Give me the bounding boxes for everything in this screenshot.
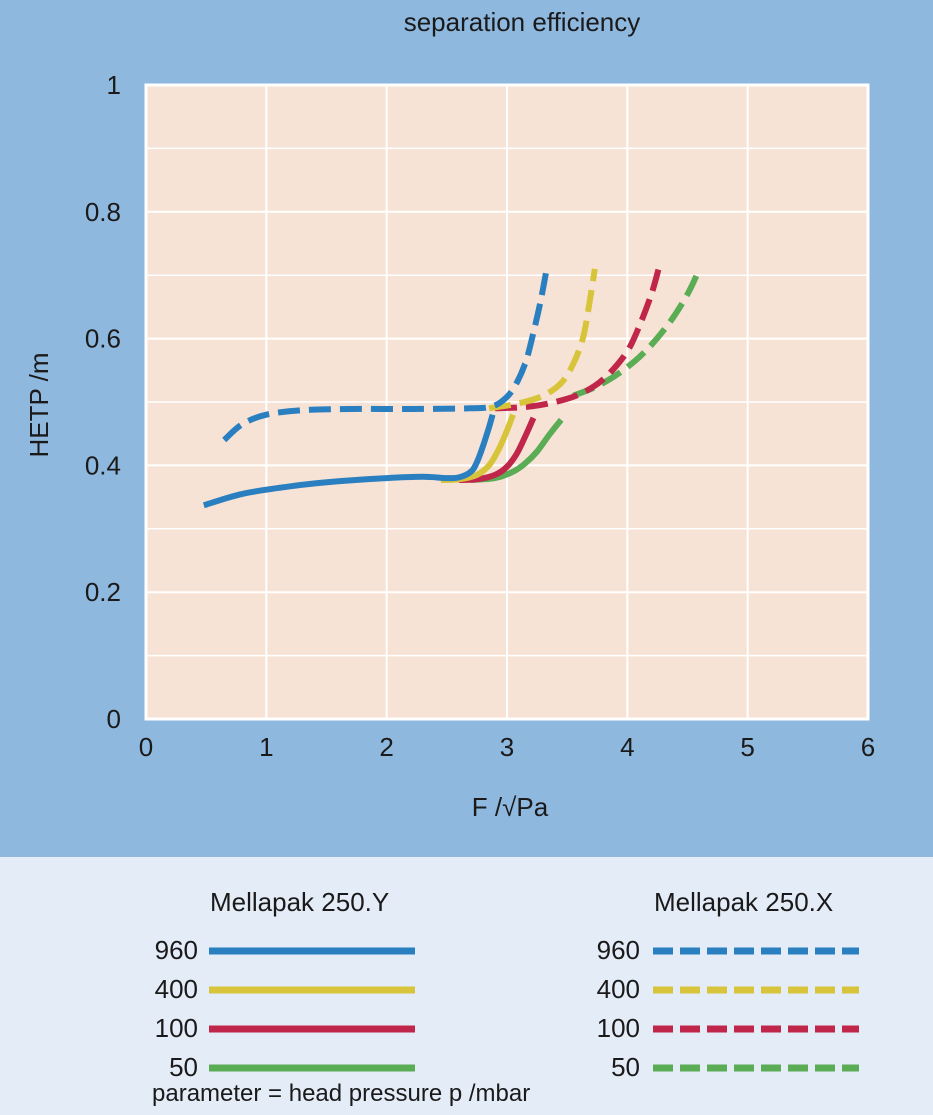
x-tick-label: 1 bbox=[259, 732, 273, 762]
legend-swatch bbox=[209, 1025, 415, 1033]
y-tick-label: 0.2 bbox=[85, 577, 121, 607]
series-line bbox=[202, 413, 496, 509]
plot-border bbox=[144, 83, 870, 721]
legend-title-x: Mellapak 250.X bbox=[654, 887, 834, 917]
x-tick-label: 4 bbox=[620, 732, 634, 762]
legend-label: 50 bbox=[169, 1052, 198, 1082]
chart-panel: separation efficiency 0 1 2 3 4 5 6 0 0.2 0.4 0.6… bbox=[0, 0, 933, 857]
legend-swatch bbox=[653, 1064, 859, 1072]
chart-title: separation efficiency bbox=[404, 7, 641, 37]
legend-swatch bbox=[209, 947, 415, 955]
legend-label: 400 bbox=[154, 974, 198, 1004]
legend-label: 100 bbox=[154, 1013, 198, 1043]
chart: separation efficiency 0 1 2 3 4 5 6 0 0.2 0.4 0.6… bbox=[24, 7, 875, 822]
legend-label: 960 bbox=[154, 935, 198, 965]
series-line bbox=[222, 268, 550, 443]
series-line bbox=[458, 416, 537, 483]
legend-swatch bbox=[653, 1025, 859, 1033]
grid bbox=[144, 83, 870, 721]
y-tick-labels: 0 0.2 0.4 0.6 0.8 1 bbox=[85, 70, 121, 734]
y-axis-label: HETP /m bbox=[24, 353, 54, 458]
legend-label: 960 bbox=[596, 935, 640, 965]
legend-swatch bbox=[653, 986, 859, 994]
x-tick-label: 6 bbox=[861, 732, 875, 762]
legend-label: 400 bbox=[596, 974, 640, 1004]
y-tick-label: 0 bbox=[107, 704, 121, 734]
legend-swatch bbox=[653, 947, 859, 955]
legend-label: 50 bbox=[611, 1052, 640, 1082]
y-tick-label: 0.4 bbox=[85, 450, 121, 480]
legend-swatch bbox=[209, 986, 415, 994]
series-line bbox=[488, 268, 598, 412]
footnote: parameter = head pressure p /mbar bbox=[152, 1080, 531, 1107]
series-group bbox=[202, 267, 703, 509]
x-tick-labels: 0 1 2 3 4 5 6 bbox=[139, 732, 875, 762]
series-line bbox=[494, 268, 662, 412]
x-tick-label: 5 bbox=[740, 732, 754, 762]
y-tick-label: 1 bbox=[107, 70, 121, 100]
y-tick-label: 0.6 bbox=[85, 324, 121, 354]
series-line bbox=[572, 267, 703, 399]
legend-panel: Mellapak 250.Y Mellapak 250.X 960 400 100 5… bbox=[0, 857, 933, 1115]
y-tick-label: 0.8 bbox=[85, 197, 121, 227]
legend-label: 100 bbox=[596, 1013, 640, 1043]
legend-title-y: Mellapak 250.Y bbox=[210, 887, 390, 917]
x-axis-label: F /√Pa bbox=[472, 792, 549, 822]
legend-swatch bbox=[209, 1064, 415, 1072]
x-tick-label: 3 bbox=[500, 732, 514, 762]
x-tick-label: 0 bbox=[139, 732, 153, 762]
x-tick-label: 2 bbox=[379, 732, 393, 762]
